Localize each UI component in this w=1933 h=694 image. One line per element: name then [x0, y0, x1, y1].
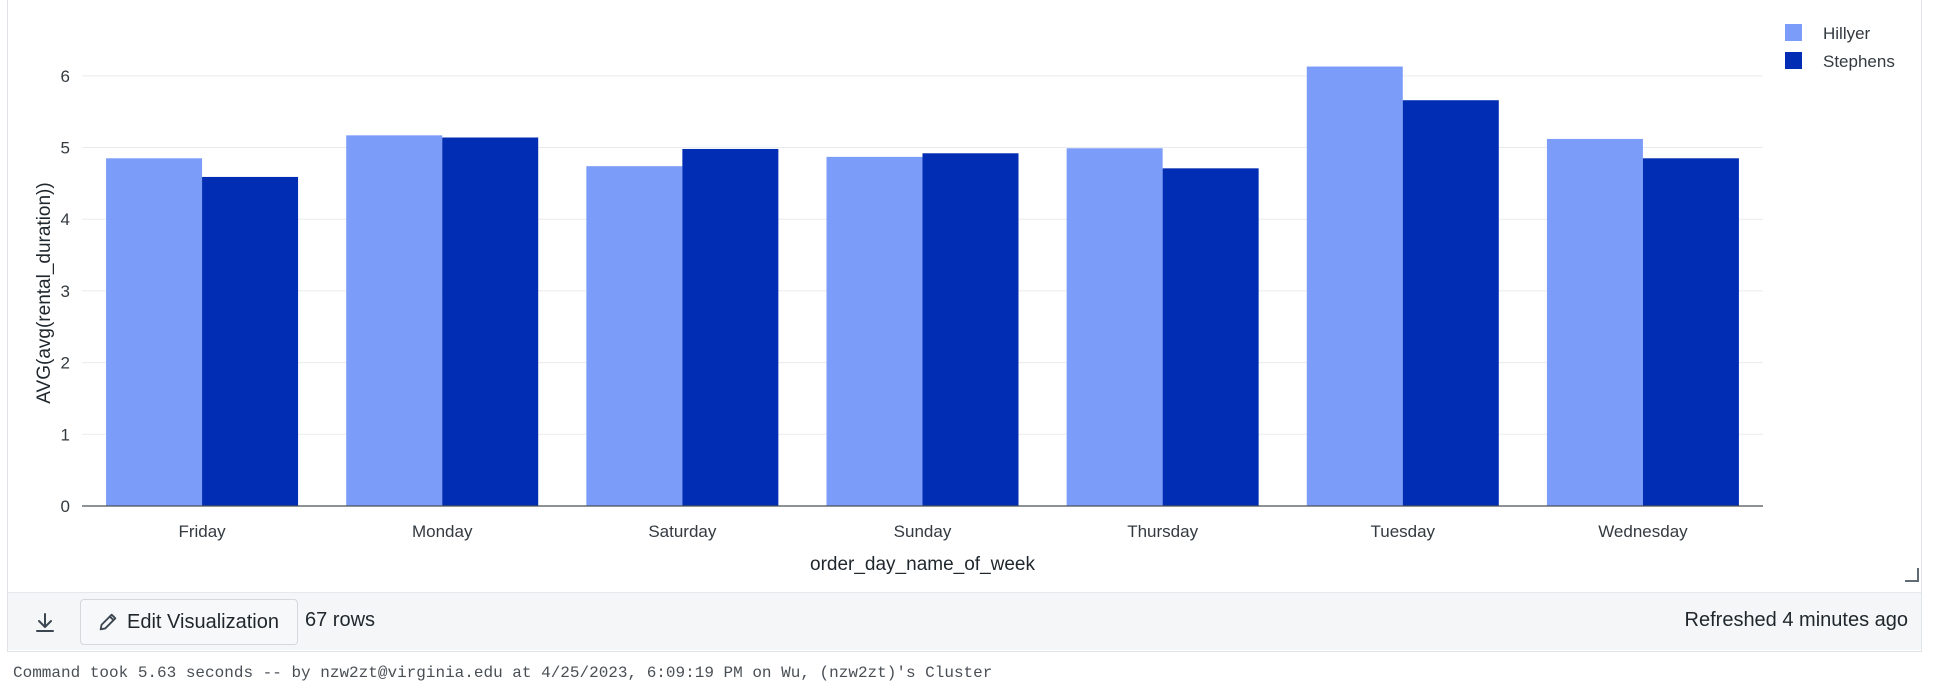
x-tick-label: Friday: [178, 522, 226, 541]
y-tick-label: 5: [61, 139, 70, 158]
edit-visualization-label: Edit Visualization: [127, 610, 279, 633]
y-tick-label: 4: [61, 210, 70, 229]
legend-label[interactable]: Stephens: [1823, 52, 1895, 71]
x-tick-label: Tuesday: [1370, 522, 1435, 541]
bar-stephens-wednesday[interactable]: [1642, 158, 1739, 507]
bar-stephens-sunday[interactable]: [922, 153, 1019, 506]
legend-swatch[interactable]: [1785, 24, 1802, 41]
bars: [106, 66, 1739, 507]
legend-swatch[interactable]: [1785, 52, 1802, 69]
bar-stephens-friday[interactable]: [202, 176, 299, 506]
x-tick-label: Monday: [412, 522, 473, 541]
axes: 0 1 2 3 4 5 6 Friday Monday Saturday Sunday Thursda…: [61, 67, 1763, 541]
bar-stephens-tuesday[interactable]: [1402, 100, 1499, 507]
legend-label[interactable]: Hillyer: [1823, 24, 1871, 43]
visualization-panel: 0 1 2 3 4 5 6 Friday Monday Saturday Sunday Thursda…: [7, 0, 1922, 652]
legend: Hillyer Stephens: [1785, 24, 1895, 71]
y-tick-label: 2: [61, 354, 70, 373]
edit-visualization-button[interactable]: Edit Visualization: [80, 599, 298, 645]
pencil-icon: [99, 613, 117, 631]
x-axis-title: order_day_name_of_week: [810, 554, 1035, 575]
y-tick-label: 6: [61, 67, 70, 86]
bar-stephens-thursday[interactable]: [1162, 168, 1259, 506]
x-tick-label: Thursday: [1127, 522, 1198, 541]
y-axis-title: AVG(avg(rental_duration)): [34, 182, 55, 403]
bar-stephens-saturday[interactable]: [682, 148, 779, 507]
download-icon: [36, 613, 54, 632]
x-tick-label: Sunday: [894, 522, 952, 541]
command-status: Command took 5.63 seconds -- by nzw2zt@v…: [13, 664, 993, 682]
download-button[interactable]: [30, 608, 60, 638]
bar-hillyer-thursday[interactable]: [1066, 148, 1163, 507]
bar-hillyer-wednesday[interactable]: [1546, 138, 1643, 507]
bar-hillyer-friday[interactable]: [106, 158, 203, 507]
visualization-footer: Edit Visualization 67 rows Refreshed 4 m…: [8, 592, 1921, 650]
bar-hillyer-sunday[interactable]: [826, 156, 923, 506]
refreshed-status: Refreshed 4 minutes ago: [1684, 609, 1908, 631]
y-tick-label: 3: [61, 282, 70, 301]
bar-chart: 0 1 2 3 4 5 6 Friday Monday Saturday Sunday Thursda…: [34, 24, 1895, 575]
y-tick-label: 0: [61, 497, 70, 516]
bar-hillyer-monday[interactable]: [346, 135, 443, 506]
y-tick-label: 1: [61, 425, 70, 444]
x-tick-label: Saturday: [648, 522, 717, 541]
rows-count: 67 rows: [305, 609, 376, 631]
bar-stephens-monday[interactable]: [442, 137, 539, 507]
resize-handle-icon[interactable]: [1905, 568, 1919, 582]
x-tick-label: Wednesday: [1598, 522, 1688, 541]
bar-hillyer-tuesday[interactable]: [1306, 66, 1403, 506]
bar-hillyer-saturday[interactable]: [586, 166, 683, 506]
